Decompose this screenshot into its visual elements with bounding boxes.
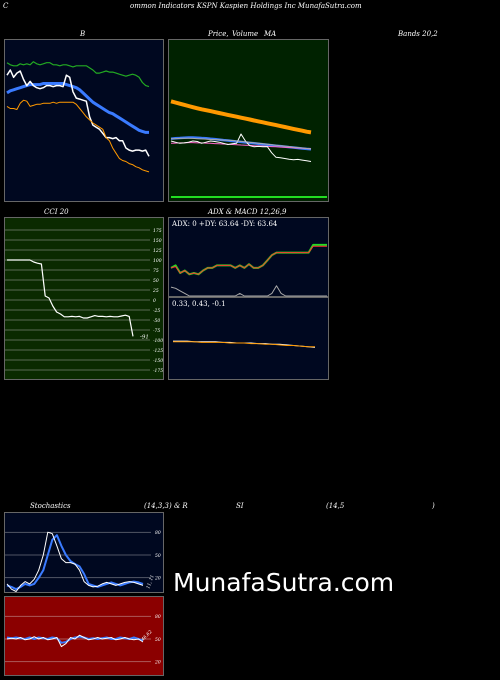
cci-tick-label: 125 [153,248,162,254]
bollinger-chart [6,61,150,173]
stoch-params: (14,3,3) & R [144,502,188,510]
cci-line [7,259,134,337]
cci-tick-label: -150 [153,358,163,364]
cci-panel: 175 150 125 100 75 50 25 0 -25 -50 -75 -100 -125 -150… [4,217,164,380]
rsi-tick-label: 80 [155,614,161,620]
header-c: C [3,2,9,10]
price-title: Price, [208,30,229,38]
ma-chart [170,99,327,198]
cci-last-value: -91 [140,334,149,340]
stoch-tick-label: 80 [155,530,161,536]
bands-title: Bands 20,2 [398,30,438,38]
bollinger-panel [4,39,164,202]
ma-line-3 [170,133,312,162]
macd-chart [173,340,316,348]
cci-tick-label: 0 [153,298,156,304]
volume-title: Volume [232,30,259,38]
cci-tick-label: -175 [153,368,163,374]
ma-line-4 [171,137,312,150]
bollinger-line-2 [6,69,150,157]
stoch-last-value: 11, 11 [145,574,156,590]
cci-tick-label: 100 [153,258,162,264]
stoch-tick-label: 20 [154,576,161,582]
macd-panel: 0.33, 0.43, -0.1 [168,297,329,380]
ma-panel [168,39,329,202]
adx-line-0 [170,243,327,276]
bollinger-title: B [80,30,86,38]
bollinger-line-3 [6,99,150,173]
cci-tick-label: -100 [153,338,163,344]
ma-line-2 [170,142,312,150]
stoch-title: Stochastics [30,502,71,510]
adx-line-1 [170,245,327,275]
ma-line-0 [170,99,312,135]
rsi-tick-label: 50 [155,637,161,643]
cci-tick-label: -25 [153,308,160,314]
rsi-tick-label: 20 [154,660,161,666]
cci-tick-label: 75 [153,268,159,274]
page-title: ommon Indicators KSPN Kaspien Holdings I… [130,2,362,10]
adx-panel: ADX: 0 +DY: 63.64 -DY: 63.64 [168,217,329,297]
rsi-params: (14,5 [326,502,345,510]
cci-tick-label: 50 [153,278,159,284]
adx-values: ADX: 0 +DY: 63.64 -DY: 63.64 [172,220,278,228]
adx-line-2 [170,285,327,297]
cci-chart: 175 150 125 100 75 50 25 0 -25 -50 -75 -100 -125 -150… [5,228,163,374]
bollinger-line-1 [6,82,149,134]
cci-tick-label: -75 [153,328,160,334]
stoch-panel: 80 50 20 11, 11 [4,512,164,593]
adx-chart [170,243,327,297]
macd-line-1 [173,341,315,348]
ma-volume-bar [171,196,327,198]
rsi-params-close: ) [432,502,435,510]
rsi-line-signal [6,634,144,648]
cci-tick-label: 150 [153,238,162,244]
cci-tick-label: 175 [153,228,162,234]
cci-title: CCI 20 [44,208,69,216]
stoch-line-k [6,534,144,591]
adx-macd-title: ADX & MACD 12,26,9 [208,208,287,216]
cci-tick-label: -125 [153,348,163,354]
cci-tick-label: -50 [153,318,160,324]
stoch-tick-label: 50 [155,553,161,559]
rsi-panel: 80 50 20 46.62 [4,596,164,676]
ma-title: MA [264,30,277,38]
rsi-line-main [6,635,144,644]
watermark: MunafaSutra.com [173,568,395,597]
cci-tick-label: 25 [152,288,159,294]
stoch-line-d [6,531,144,592]
bollinger-line-0 [6,61,150,88]
macd-values: 0.33, 0.43, -0.1 [172,300,226,308]
rsi-title: SI [236,502,244,510]
